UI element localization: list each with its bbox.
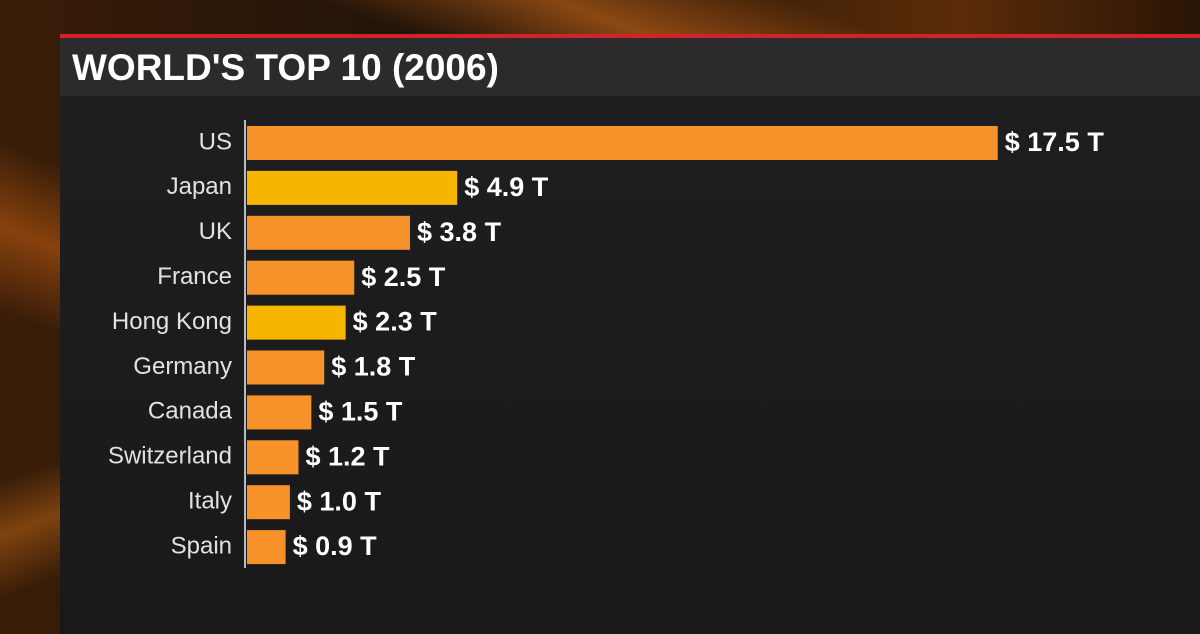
value-label: $ 3.8 T <box>417 217 502 247</box>
value-label: $ 1.5 T <box>318 397 403 427</box>
category-label: Canada <box>148 398 233 425</box>
title-accent <box>60 34 1200 38</box>
bar <box>247 350 325 385</box>
bar <box>247 215 411 250</box>
value-label: $ 1.2 T <box>305 441 390 471</box>
bar <box>247 305 346 340</box>
value-label: $ 0.9 T <box>293 531 378 561</box>
bar <box>247 126 998 160</box>
value-label: $ 17.5 T <box>1005 127 1105 157</box>
category-label: Switzerland <box>108 443 232 470</box>
category-label: Japan <box>167 173 232 200</box>
value-label: $ 1.0 T <box>297 486 382 516</box>
value-label: $ 2.5 T <box>361 262 446 292</box>
category-label: Spain <box>171 532 232 559</box>
value-label: $ 1.8 T <box>331 352 416 382</box>
bar <box>247 170 458 205</box>
bar <box>247 485 290 520</box>
bar <box>247 440 299 475</box>
value-label: $ 2.3 T <box>353 307 438 337</box>
category-label: US <box>199 128 232 155</box>
category-label: Germany <box>133 353 232 380</box>
bar <box>247 260 355 295</box>
title-bar <box>60 38 1200 96</box>
value-label: $ 4.9 T <box>464 172 549 202</box>
category-label: UK <box>199 218 232 245</box>
category-label: Italy <box>188 488 232 515</box>
chart-title: WORLD'S TOP 10 (2006) <box>72 47 499 88</box>
bar <box>247 395 312 430</box>
bar <box>247 530 286 565</box>
category-label: France <box>157 263 232 290</box>
category-label: Hong Kong <box>112 308 232 335</box>
